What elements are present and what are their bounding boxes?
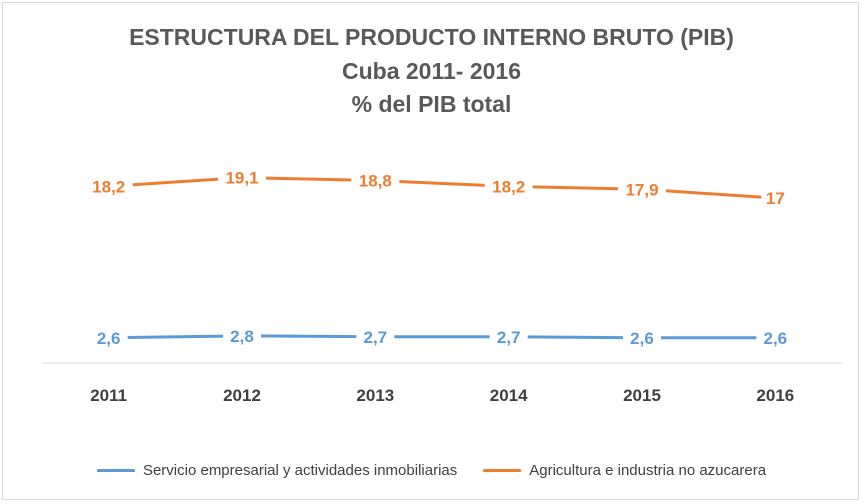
data-label-1-3: 18,2 xyxy=(492,177,525,196)
legend-item-servicios: Servicio empresarial y actividades inmob… xyxy=(96,462,458,479)
x-tick-label-2015: 2015 xyxy=(623,386,661,405)
data-label-bg-1-3 xyxy=(484,174,533,199)
data-label-bg-0-0 xyxy=(89,325,128,350)
x-tick-label-2013: 2013 xyxy=(356,386,394,405)
data-label-bg-1-5 xyxy=(761,186,790,211)
data-label-0-2: 2,7 xyxy=(364,328,388,347)
data-label-1-0: 18,2 xyxy=(92,177,125,196)
data-label-bg-1-4 xyxy=(618,177,666,202)
data-label-0-1: 2,8 xyxy=(230,327,254,346)
data-label-bg-1-0 xyxy=(84,174,133,199)
chart-title: ESTRUCTURA DEL PRODUCTO INTERNO BRUTO (P… xyxy=(129,24,734,50)
legend-item-agricultura: Agricultura e industria no azucarera xyxy=(483,462,766,479)
data-label-bg-0-3 xyxy=(489,324,528,349)
chart-subtitle: Cuba 2011- 2016 xyxy=(341,58,521,84)
data-label-bg-0-2 xyxy=(356,324,395,349)
series-line-1 xyxy=(107,176,777,200)
legend-swatch-servicios xyxy=(96,469,135,472)
x-tick-label-2016: 2016 xyxy=(756,386,794,405)
legend-swatch-agricultura xyxy=(483,469,522,472)
data-label-0-3: 2,7 xyxy=(497,328,521,347)
legend-label-agricultura: Agricultura e industria no azucarera xyxy=(529,462,767,479)
x-tick-label-2011: 2011 xyxy=(90,386,127,405)
data-label-1-4: 17,9 xyxy=(625,180,658,199)
data-label-bg-0-4 xyxy=(623,325,661,350)
data-label-0-5: 2,6 xyxy=(764,329,788,348)
data-label-0-0: 2,6 xyxy=(97,329,121,348)
data-label-1-1: 19,1 xyxy=(225,169,258,188)
data-label-bg-0-1 xyxy=(223,323,261,348)
data-label-0-4: 2,6 xyxy=(630,329,654,348)
x-tick-label-2014: 2014 xyxy=(490,386,528,405)
legend: Servicio empresarial y actividades inmob… xyxy=(0,462,863,479)
data-label-bg-1-2 xyxy=(351,168,400,193)
x-tick-label-2012: 2012 xyxy=(223,386,261,405)
data-label-1-2: 18,8 xyxy=(359,172,392,191)
data-label-bg-1-1 xyxy=(218,165,266,190)
legend-label-servicios: Servicio empresarial y actividades inmob… xyxy=(142,462,458,479)
chart-unit-subtitle: % del PIB total xyxy=(351,91,512,117)
data-label-bg-0-5 xyxy=(756,325,795,350)
series-line-0 xyxy=(107,334,777,340)
data-label-1-5: 17 xyxy=(766,189,785,208)
